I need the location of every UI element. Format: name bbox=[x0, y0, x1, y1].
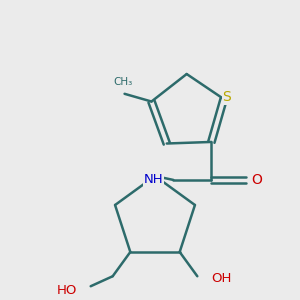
Text: CH₃: CH₃ bbox=[113, 77, 132, 87]
Text: O: O bbox=[251, 173, 262, 187]
Text: HO: HO bbox=[56, 284, 77, 297]
Text: S: S bbox=[222, 90, 231, 104]
Text: NH: NH bbox=[144, 173, 164, 186]
Text: OH: OH bbox=[211, 272, 232, 285]
